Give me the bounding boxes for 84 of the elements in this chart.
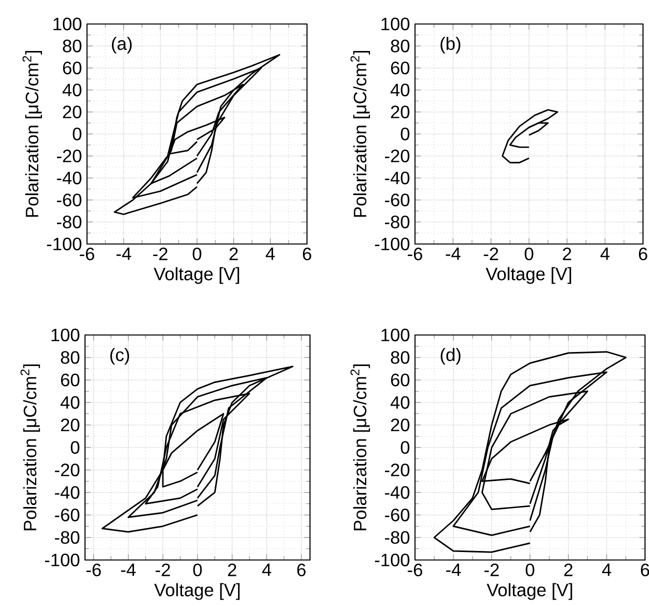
x-tick-label: 4 <box>262 564 272 576</box>
y-tick-label: -80 <box>384 531 410 544</box>
y-tick-label: -40 <box>54 486 80 499</box>
y-axis-title: Polarization [μC/cm$^{2}$] <box>22 51 42 217</box>
annotation: (a) <box>112 36 132 54</box>
y-tick-label: -100 <box>374 554 410 566</box>
x-tick-label: -2 <box>484 564 499 576</box>
x-tick-label: -4 <box>121 564 136 576</box>
y-tick-label: 60 <box>391 62 410 74</box>
y-tick-label: 40 <box>62 84 82 96</box>
y-tick-label: -80 <box>54 531 80 544</box>
x-tick-label: -2 <box>484 248 498 260</box>
y-tick-label: 100 <box>382 328 410 342</box>
y-tick-label: 60 <box>391 374 410 386</box>
y-tick-label: -20 <box>384 464 410 476</box>
y-tick-label: 20 <box>391 418 410 432</box>
y-tick-label: -20 <box>56 150 82 162</box>
y-axis-title: Polarization [μC/cm$^{2}$] <box>350 364 370 530</box>
y-tick-label: -100 <box>44 554 80 566</box>
x-tick-label: 6 <box>640 564 649 576</box>
y-tick-label: 100 <box>382 18 410 30</box>
annotation: (c) <box>110 348 130 365</box>
annotation: (d) <box>440 348 460 365</box>
y-tick-label: -60 <box>54 508 80 522</box>
x-tick-label: 2 <box>228 564 236 576</box>
x-tick-label: -6 <box>408 564 422 576</box>
x-tick-label: 6 <box>297 564 306 576</box>
y-tick-label: -20 <box>384 150 410 162</box>
y-tick-label: -100 <box>374 238 410 250</box>
x-axis-title: Voltage [V] <box>154 583 240 600</box>
x-tick-label: 0 <box>192 248 202 260</box>
y-tick-label: -20 <box>54 464 80 476</box>
y-tick-label: 0 <box>400 128 410 140</box>
x-tick-label: -4 <box>446 248 460 260</box>
x-axis-title: Voltage [V] <box>154 267 240 284</box>
x-tick-label: 2 <box>562 248 572 260</box>
y-tick-label: -100 <box>46 238 82 250</box>
x-tick-label: 4 <box>600 248 610 260</box>
x-tick-label: 0 <box>193 564 202 576</box>
y-tick-label: -40 <box>56 172 82 184</box>
y-tick-label: 0 <box>72 128 82 140</box>
y-tick-label: 80 <box>62 40 82 52</box>
y-tick-label: 60 <box>63 62 82 74</box>
x-tick-label: 0 <box>524 248 534 260</box>
y-tick-label: 40 <box>60 396 80 409</box>
x-tick-label: -6 <box>86 564 101 576</box>
y-tick-label: 100 <box>52 328 80 342</box>
y-tick-label: 40 <box>390 396 410 409</box>
y-tick-label: 20 <box>63 106 82 118</box>
y-tick-label: -60 <box>56 194 82 206</box>
y-tick-label: 20 <box>391 106 410 118</box>
x-tick-label: -2 <box>153 248 168 260</box>
y-axis-title: Polarization [μC/cm$^{2}$] <box>350 51 370 217</box>
x-tick-label: 0 <box>526 564 534 576</box>
y-tick-label: -40 <box>384 172 410 184</box>
x-tick-label: -2 <box>156 564 170 576</box>
y-tick-label: 60 <box>61 374 80 386</box>
y-tick-label: 0 <box>400 441 410 454</box>
y-tick-label: 20 <box>61 418 80 432</box>
y-tick-label: 80 <box>390 351 410 364</box>
y-tick-label: 80 <box>390 40 410 52</box>
x-tick-label: -6 <box>80 248 94 260</box>
x-tick-label: 4 <box>266 248 275 260</box>
y-tick-label: -60 <box>384 194 410 206</box>
x-tick-label: 4 <box>602 564 612 576</box>
x-tick-label: 2 <box>564 564 572 576</box>
x-tick-label: 6 <box>638 248 648 260</box>
y-tick-label: -80 <box>384 216 410 228</box>
y-tick-label: -40 <box>384 486 410 499</box>
x-tick-label: 2 <box>230 248 238 260</box>
y-tick-label: -60 <box>384 508 410 522</box>
x-axis-title: Voltage [V] <box>486 583 572 600</box>
y-tick-label: 100 <box>54 18 82 30</box>
y-tick-label: 80 <box>60 351 80 364</box>
y-axis-title: Polarization [μC/cm$^{2}$] <box>20 364 40 530</box>
x-tick-label: -4 <box>116 248 132 260</box>
x-tick-label: 6 <box>302 248 312 260</box>
y-tick-label: 0 <box>70 441 80 454</box>
x-tick-label: -4 <box>446 564 461 576</box>
annotation: (b) <box>440 36 460 54</box>
x-tick-label: -6 <box>408 248 422 260</box>
y-tick-label: -80 <box>56 216 82 228</box>
x-axis-title: Voltage [V] <box>486 267 572 284</box>
y-tick-label: 40 <box>390 84 410 96</box>
